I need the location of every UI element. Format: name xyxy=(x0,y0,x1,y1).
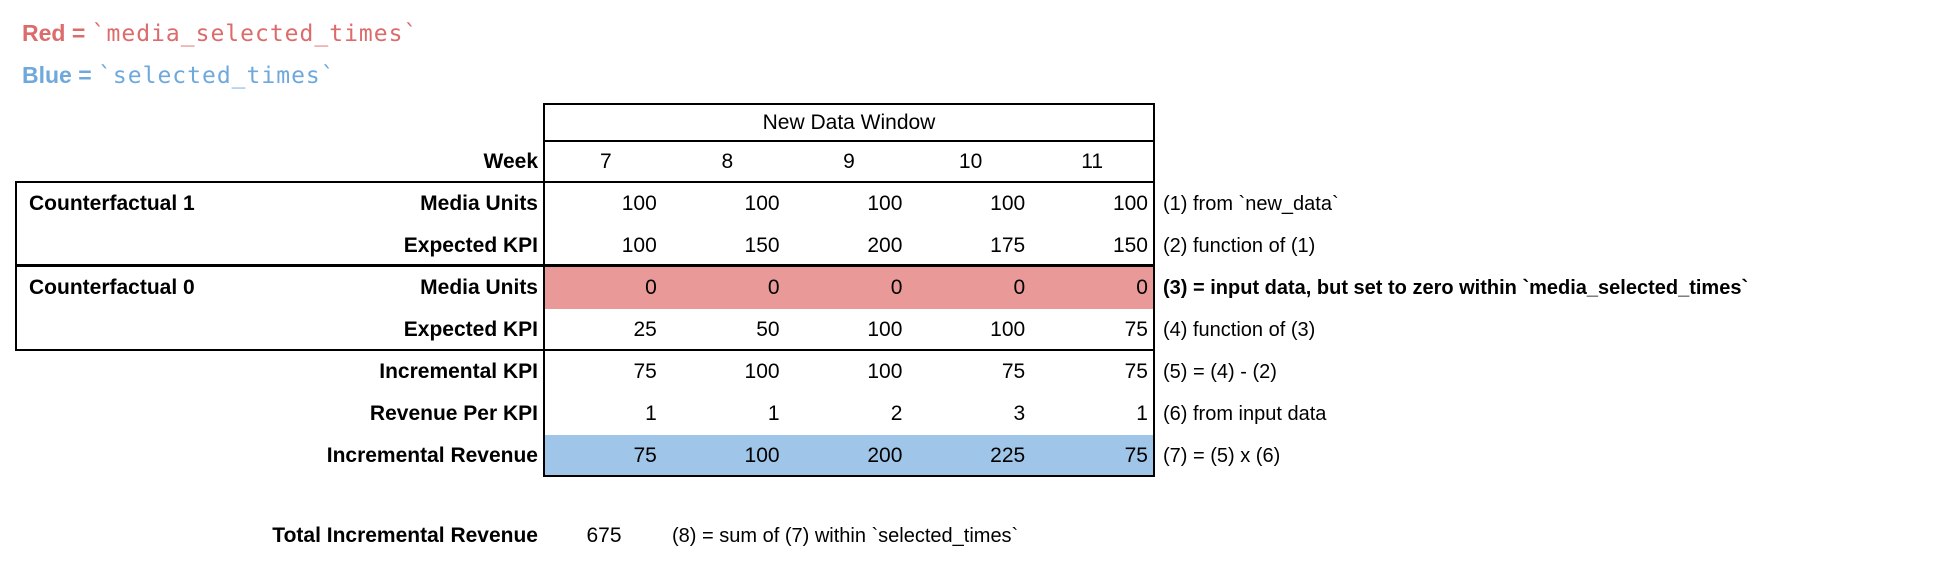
row-label-media-units-cf0: Media Units xyxy=(420,276,538,299)
table-cell: 75 xyxy=(1124,360,1148,383)
legend-blue-label: Blue xyxy=(22,62,72,88)
table-cell: 75 xyxy=(633,360,657,383)
table-cell: 0 xyxy=(645,276,657,299)
table-cell: 0 xyxy=(767,276,780,299)
table-cell: 75 xyxy=(633,444,657,467)
note-4: (4) function of (3) xyxy=(1163,319,1316,341)
table-cell: 225 xyxy=(990,444,1026,467)
week-row-label: Week xyxy=(483,150,538,173)
legend-blue-code: `selected_times` xyxy=(98,63,336,89)
table-row-expected-kpi-cf0: 25 50 100 100 75 xyxy=(545,309,1153,351)
group-label-counterfactual-1: Counterfactual 1 xyxy=(29,192,195,215)
table-cell: 0 xyxy=(890,276,903,299)
table-cell: 100 xyxy=(867,192,903,215)
note-2: (2) function of (1) xyxy=(1163,235,1316,257)
row-label-expected-kpi-cf1: Expected KPI xyxy=(403,234,538,257)
table-cell: 100 xyxy=(621,234,657,257)
week-cell: 8 xyxy=(721,150,734,173)
table-cell: 1 xyxy=(645,402,657,425)
table-cell: 100 xyxy=(990,318,1026,341)
legend-blue-line: Blue = `selected_times` xyxy=(22,62,336,89)
table-cell: 2 xyxy=(890,402,903,425)
note-5: (5) = (4) - (2) xyxy=(1163,361,1277,383)
table-row-expected-kpi-cf1: 100 150 200 175 150 xyxy=(545,225,1153,267)
week-cell: 9 xyxy=(843,150,855,173)
row-label-revenue-per-kpi: Revenue Per KPI xyxy=(369,402,538,425)
legend-red-equals: = xyxy=(65,20,92,46)
note-3: (3) = input data, but set to zero within… xyxy=(1163,277,1749,299)
table-cell: 200 xyxy=(867,444,903,467)
table-cell: 150 xyxy=(744,234,780,257)
table-cell: 100 xyxy=(1112,192,1148,215)
table-cell: 1 xyxy=(1136,402,1148,425)
table-cell: 100 xyxy=(990,192,1026,215)
table-row-media-units-cf1: 100 100 100 100 100 xyxy=(545,183,1153,225)
week-header-row: 7 8 9 10 11 xyxy=(545,142,1153,181)
table-cell: 1 xyxy=(767,402,780,425)
note-7: (7) = (5) x (6) xyxy=(1163,445,1281,467)
table-cell: 50 xyxy=(756,318,780,341)
week-cell: 10 xyxy=(958,150,983,173)
table-cell: 25 xyxy=(633,318,657,341)
new-data-window-title: New Data Window xyxy=(762,110,936,134)
table-cell: 100 xyxy=(744,192,780,215)
total-incremental-revenue-value: 675 xyxy=(586,524,622,547)
table-cell: 0 xyxy=(1013,276,1026,299)
table-cell: 100 xyxy=(867,360,903,383)
note-1: (1) from `new_data` xyxy=(1163,193,1339,215)
table-cell: 0 xyxy=(1136,276,1148,299)
table-cell: 200 xyxy=(867,234,903,257)
week-cell: 11 xyxy=(1081,150,1104,173)
note-6: (6) from input data xyxy=(1163,403,1327,425)
table-cell: 100 xyxy=(867,318,903,341)
table-cell: 75 xyxy=(1124,318,1148,341)
row-label-media-units-cf1: Media Units xyxy=(420,192,538,215)
note-8: (8) = sum of (7) within `selected_times` xyxy=(672,525,1019,547)
table-cell: 175 xyxy=(990,234,1026,257)
table-row-incremental-kpi: 75 100 100 75 75 xyxy=(545,351,1153,393)
table-cell: 75 xyxy=(1124,444,1148,467)
table-cell: 3 xyxy=(1013,402,1026,425)
row-label-incremental-kpi: Incremental KPI xyxy=(379,360,538,383)
legend-red-line: Red = `media_selected_times` xyxy=(22,20,418,47)
table-row-incremental-revenue-highlight-blue: 75 100 200 225 75 xyxy=(545,435,1153,477)
table-row-revenue-per-kpi: 1 1 2 3 1 xyxy=(545,393,1153,435)
table-cell: 100 xyxy=(621,192,657,215)
row-label-incremental-revenue: Incremental Revenue xyxy=(326,444,538,467)
total-incremental-revenue-label: Total Incremental Revenue xyxy=(272,524,538,547)
week-cell: 7 xyxy=(599,150,612,173)
table-cell: 100 xyxy=(744,444,780,467)
legend-blue-equals: = xyxy=(71,62,99,88)
table-cell: 100 xyxy=(744,360,780,383)
table-row-media-units-cf0-highlight-red: 0 0 0 0 0 xyxy=(545,267,1153,309)
legend-red-label: Red xyxy=(22,20,66,46)
new-data-window-header: New Data Window xyxy=(543,103,1155,142)
table-cell: 150 xyxy=(1112,234,1148,257)
table-cell: 75 xyxy=(1001,360,1026,383)
group-label-counterfactual-0: Counterfactual 0 xyxy=(29,276,195,299)
legend-red-code: `media_selected_times` xyxy=(91,21,419,47)
row-label-expected-kpi-cf0: Expected KPI xyxy=(403,318,538,341)
